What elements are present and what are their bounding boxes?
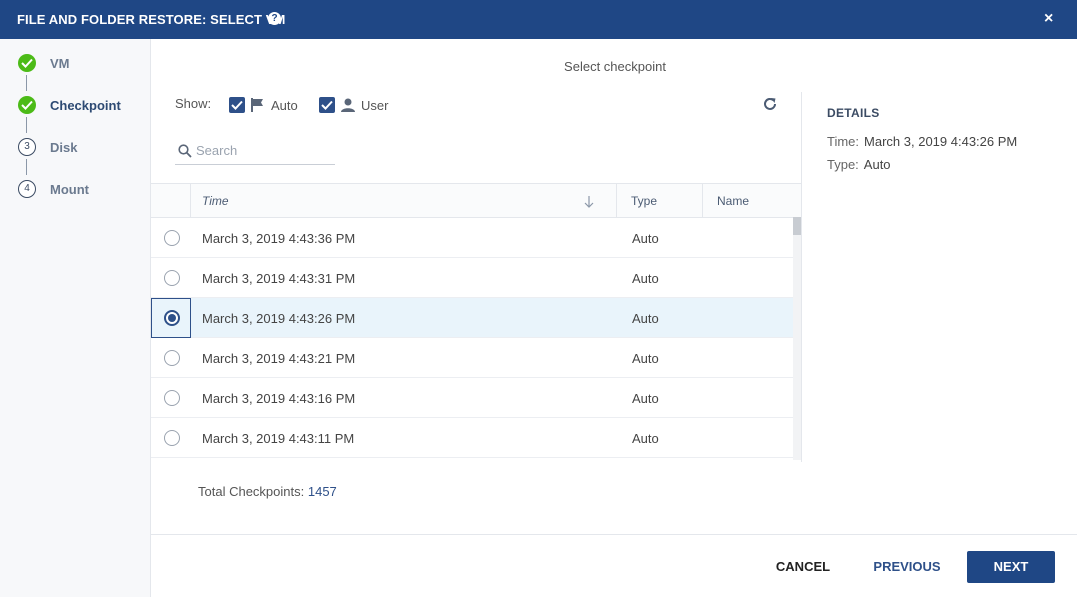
step-label: Checkpoint <box>50 98 121 113</box>
page-title: Select checkpoint <box>564 59 666 74</box>
details-time-value: March 3, 2019 4:43:26 PM <box>864 134 1018 149</box>
table-row[interactable]: March 3, 2019 4:43:21 PM Auto <box>151 338 793 378</box>
next-button[interactable]: NEXT <box>967 551 1055 583</box>
cell-type: Auto <box>632 431 659 446</box>
cell-type: Auto <box>632 311 659 326</box>
user-filter-checkbox[interactable] <box>319 97 335 113</box>
step-number-badge: 4 <box>18 180 36 198</box>
check-circle-icon <box>18 96 36 114</box>
scrollbar-thumb[interactable] <box>793 217 801 235</box>
row-radio[interactable] <box>164 350 180 366</box>
table-row-selected[interactable]: March 3, 2019 4:43:26 PM Auto <box>151 298 793 338</box>
details-type-value: Auto <box>863 157 891 172</box>
details-heading: DETAILS <box>827 106 880 120</box>
table-scrollbar[interactable] <box>793 217 801 460</box>
row-radio[interactable] <box>164 230 180 246</box>
cell-time: March 3, 2019 4:43:16 PM <box>202 391 356 406</box>
cell-time: March 3, 2019 4:43:21 PM <box>202 351 356 366</box>
check-circle-icon <box>18 54 36 72</box>
cell-time: March 3, 2019 4:43:31 PM <box>202 271 356 286</box>
previous-button[interactable]: PREVIOUS <box>873 559 941 574</box>
cell-type: Auto <box>632 391 659 406</box>
table-row[interactable]: March 3, 2019 4:43:11 PM Auto <box>151 418 793 458</box>
dialog-title: FILE AND FOLDER RESTORE: SELECT VM <box>17 12 286 27</box>
wizard-sidebar: VM Checkpoint 3 Disk 4 Mount <box>0 39 151 597</box>
footer-divider <box>151 534 1077 535</box>
row-radio[interactable] <box>164 270 180 286</box>
step-connector <box>26 75 27 91</box>
refresh-icon[interactable] <box>762 96 778 117</box>
details-type: Type: Auto <box>827 157 891 172</box>
step-label: Disk <box>50 140 78 155</box>
checkpoint-table: Time Type Name March 3, 2019 4:43:36 PM … <box>151 183 802 460</box>
search-input[interactable] <box>196 141 331 159</box>
step-label: Mount <box>50 182 89 197</box>
details-type-label: Type: <box>827 157 859 172</box>
details-time: Time: March 3, 2019 4:43:26 PM <box>827 134 1017 149</box>
cell-type: Auto <box>632 351 659 366</box>
column-header-name[interactable]: Name <box>702 184 802 218</box>
user-filter-label: User <box>361 98 389 113</box>
search-box[interactable] <box>175 136 335 165</box>
help-icon[interactable]: ? <box>268 12 281 25</box>
table-row[interactable]: March 3, 2019 4:43:16 PM Auto <box>151 378 793 418</box>
cancel-button[interactable]: CANCEL <box>775 559 831 574</box>
step-vm[interactable]: VM <box>0 47 151 77</box>
user-icon <box>341 98 355 117</box>
details-time-label: Time: <box>827 134 860 149</box>
step-label: VM <box>50 56 70 71</box>
cell-type: Auto <box>632 271 659 286</box>
close-icon[interactable]: × <box>1044 10 1054 27</box>
details-divider <box>801 92 802 462</box>
total-checkpoints: Total Checkpoints: 1457 <box>198 484 337 499</box>
step-checkpoint[interactable]: Checkpoint <box>0 89 151 119</box>
flag-icon <box>251 98 264 117</box>
column-header-type[interactable]: Type <box>616 184 702 218</box>
step-connector <box>26 159 27 175</box>
step-mount[interactable]: 4 Mount <box>0 173 151 203</box>
total-count: 1457 <box>307 484 337 499</box>
show-filter-label: Show: <box>175 96 212 111</box>
step-disk[interactable]: 3 Disk <box>0 131 151 161</box>
cell-time: March 3, 2019 4:43:26 PM <box>202 311 356 326</box>
column-header-time[interactable]: Time <box>190 184 616 218</box>
table-row[interactable]: March 3, 2019 4:43:36 PM Auto <box>151 218 793 258</box>
step-number-badge: 3 <box>18 138 36 156</box>
row-radio[interactable] <box>164 310 180 326</box>
auto-filter-checkbox[interactable] <box>229 97 245 113</box>
focus-outline <box>151 298 191 338</box>
cell-time: March 3, 2019 4:43:36 PM <box>202 231 356 246</box>
dialog-header: FILE AND FOLDER RESTORE: SELECT VM ? × <box>0 0 1077 39</box>
total-label: Total Checkpoints: <box>198 484 305 499</box>
table-header: Time Type Name <box>151 184 802 218</box>
search-icon <box>178 144 192 163</box>
sort-down-icon[interactable] <box>584 195 594 213</box>
auto-filter-label: Auto <box>271 98 298 113</box>
table-row[interactable]: March 3, 2019 4:43:31 PM Auto <box>151 258 793 298</box>
step-connector <box>26 117 27 133</box>
row-radio[interactable] <box>164 390 180 406</box>
row-radio[interactable] <box>164 430 180 446</box>
cell-time: March 3, 2019 4:43:11 PM <box>202 431 355 446</box>
cell-type: Auto <box>632 231 659 246</box>
